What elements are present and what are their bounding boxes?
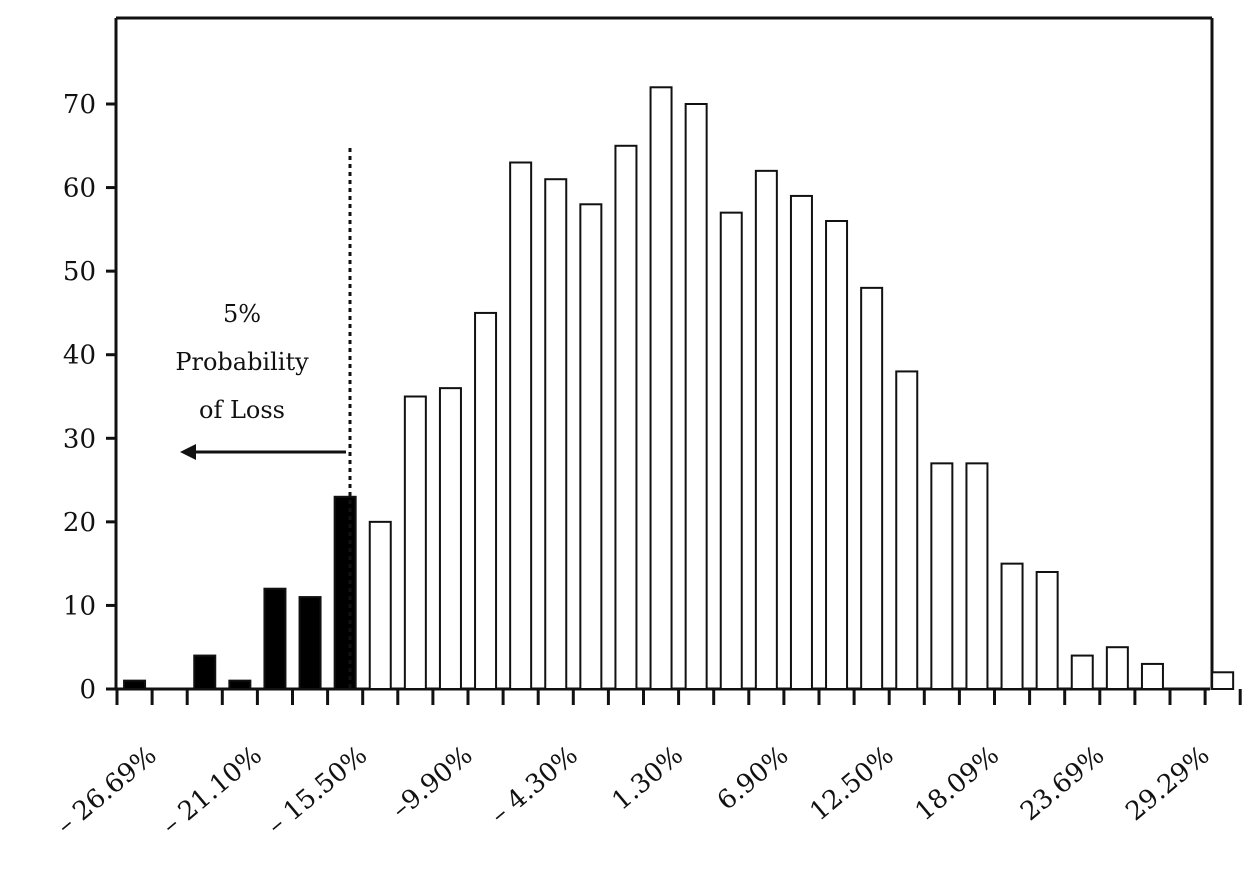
bar xyxy=(544,178,568,690)
bar xyxy=(614,144,638,691)
loss-bar xyxy=(298,596,322,690)
x-axis-ticks: – 26.69%– 21.10%– 15.50% –9.90% – 4.30% 1.3… xyxy=(51,689,1242,841)
annotation-line-1: 5% xyxy=(223,300,261,328)
bar xyxy=(754,169,778,691)
bar xyxy=(509,161,533,690)
x-tick-label: 1.30% xyxy=(607,740,690,816)
annotation-line-2: Probability xyxy=(175,348,309,376)
bar xyxy=(1211,671,1235,690)
loss-arrow xyxy=(180,444,346,460)
x-tick-label: 6.90% xyxy=(712,740,795,816)
x-tick-label: 23.69% xyxy=(1015,740,1110,827)
bar xyxy=(579,203,603,691)
bar xyxy=(403,395,427,690)
loss-bar xyxy=(123,679,147,691)
y-axis-ticks: 0 10 20 30 40 50 60 70 xyxy=(63,90,116,705)
y-tick-label: 10 xyxy=(63,591,96,621)
bar xyxy=(965,462,989,690)
bar xyxy=(1140,662,1164,691)
bar xyxy=(1105,646,1129,691)
y-tick-label: 40 xyxy=(63,341,96,371)
y-tick-label: 0 xyxy=(79,675,96,705)
x-tick-label: – 26.69% xyxy=(51,740,163,840)
loss-bar xyxy=(228,679,252,691)
bar xyxy=(438,387,462,690)
x-tick-label: – 21.10% xyxy=(156,740,268,840)
bar xyxy=(1035,571,1059,690)
bar xyxy=(649,86,673,691)
y-tick-label: 20 xyxy=(63,508,96,538)
bar xyxy=(368,520,392,690)
x-tick-label: – 4.30% xyxy=(485,740,584,830)
bar xyxy=(860,286,884,690)
bar xyxy=(825,220,849,690)
bar xyxy=(930,462,954,690)
y-tick-label: 50 xyxy=(63,257,96,287)
loss-bar xyxy=(193,654,217,690)
bar xyxy=(789,194,813,691)
bar xyxy=(684,103,708,690)
bar xyxy=(895,370,919,690)
bar xyxy=(1000,562,1024,691)
x-tick-label: – 15.50% xyxy=(262,740,374,840)
loss-bar xyxy=(263,587,287,691)
x-tick-label: 29.29% xyxy=(1120,740,1215,827)
bar xyxy=(719,211,743,690)
bar xyxy=(474,311,498,690)
y-tick-label: 30 xyxy=(63,424,96,454)
annotation-line-3: of Loss xyxy=(199,396,285,424)
x-tick-label: –9.90% xyxy=(386,740,479,824)
x-tick-label: 18.09% xyxy=(910,740,1005,827)
bars-group xyxy=(123,86,1235,691)
bar xyxy=(1070,654,1094,690)
loss-bar xyxy=(333,495,357,690)
y-tick-label: 60 xyxy=(63,174,96,204)
y-tick-label: 70 xyxy=(63,90,96,120)
x-tick-label: 12.50% xyxy=(804,740,899,827)
